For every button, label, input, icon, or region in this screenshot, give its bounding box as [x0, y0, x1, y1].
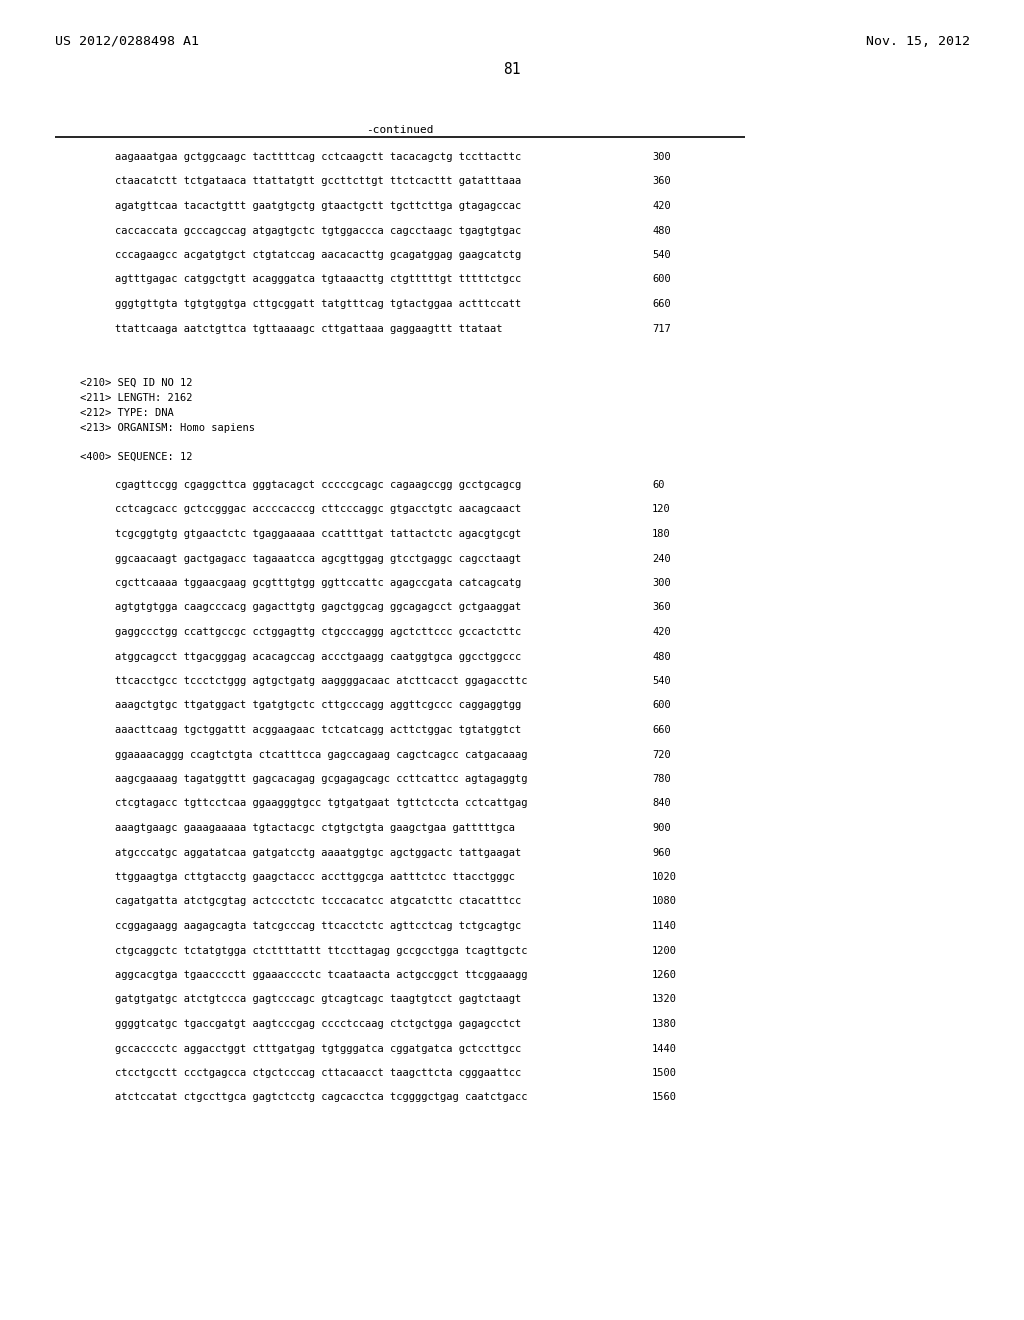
Text: aaagtgaagc gaaagaaaaa tgtactacgc ctgtgctgta gaagctgaa gatttttgca: aaagtgaagc gaaagaaaaa tgtactacgc ctgtgct… — [115, 822, 515, 833]
Text: 540: 540 — [652, 249, 671, 260]
Text: 600: 600 — [652, 275, 671, 285]
Text: ggaaaacaggg ccagtctgta ctcatttcca gagccagaag cagctcagcc catgacaaag: ggaaaacaggg ccagtctgta ctcatttcca gagcca… — [115, 750, 527, 759]
Text: cccagaagcc acgatgtgct ctgtatccag aacacacttg gcagatggag gaagcatctg: cccagaagcc acgatgtgct ctgtatccag aacacac… — [115, 249, 521, 260]
Text: US 2012/0288498 A1: US 2012/0288498 A1 — [55, 36, 199, 48]
Text: agtttgagac catggctgtt acagggatca tgtaaacttg ctgtttttgt tttttctgcc: agtttgagac catggctgtt acagggatca tgtaaac… — [115, 275, 521, 285]
Text: 240: 240 — [652, 553, 671, 564]
Text: ctcctgcctt ccctgagcca ctgctcccag cttacaacct taagcttcta cgggaattcc: ctcctgcctt ccctgagcca ctgctcccag cttacaa… — [115, 1068, 521, 1078]
Text: aaagctgtgc ttgatggact tgatgtgctc cttgcccagg aggttcgccc caggaggtgg: aaagctgtgc ttgatggact tgatgtgctc cttgccc… — [115, 701, 521, 710]
Text: 720: 720 — [652, 750, 671, 759]
Text: 660: 660 — [652, 725, 671, 735]
Text: cgagttccgg cgaggcttca gggtacagct cccccgcagc cagaagccgg gcctgcagcg: cgagttccgg cgaggcttca gggtacagct cccccgc… — [115, 480, 521, 490]
Text: ttggaagtga cttgtacctg gaagctaccc accttggcga aatttctcc ttacctgggc: ttggaagtga cttgtacctg gaagctaccc accttgg… — [115, 873, 515, 882]
Text: gaggccctgg ccattgccgc cctggagttg ctgcccaggg agctcttccc gccactcttc: gaggccctgg ccattgccgc cctggagttg ctgccca… — [115, 627, 521, 638]
Text: <211> LENGTH: 2162: <211> LENGTH: 2162 — [80, 393, 193, 403]
Text: 600: 600 — [652, 701, 671, 710]
Text: 420: 420 — [652, 627, 671, 638]
Text: atggcagcct ttgacgggag acacagccag accctgaagg caatggtgca ggcctggccc: atggcagcct ttgacgggag acacagccag accctga… — [115, 652, 521, 661]
Text: ctgcaggctc tctatgtgga ctcttttattt ttccttagag gccgcctgga tcagttgctc: ctgcaggctc tctatgtgga ctcttttattt ttcctt… — [115, 945, 527, 956]
Text: 360: 360 — [652, 602, 671, 612]
Text: 960: 960 — [652, 847, 671, 858]
Text: tcgcggtgtg gtgaactctc tgaggaaaaa ccattttgat tattactctc agacgtgcgt: tcgcggtgtg gtgaactctc tgaggaaaaa ccatttt… — [115, 529, 521, 539]
Text: 540: 540 — [652, 676, 671, 686]
Text: 840: 840 — [652, 799, 671, 808]
Text: Nov. 15, 2012: Nov. 15, 2012 — [866, 36, 970, 48]
Text: 1440: 1440 — [652, 1044, 677, 1053]
Text: 1500: 1500 — [652, 1068, 677, 1078]
Text: ggggtcatgc tgaccgatgt aagtcccgag cccctccaag ctctgctgga gagagcctct: ggggtcatgc tgaccgatgt aagtcccgag cccctcc… — [115, 1019, 521, 1030]
Text: 180: 180 — [652, 529, 671, 539]
Text: <213> ORGANISM: Homo sapiens: <213> ORGANISM: Homo sapiens — [80, 422, 255, 433]
Text: 1200: 1200 — [652, 945, 677, 956]
Text: 780: 780 — [652, 774, 671, 784]
Text: 420: 420 — [652, 201, 671, 211]
Text: ctcgtagacc tgttcctcaa ggaagggtgcc tgtgatgaat tgttctccta cctcattgag: ctcgtagacc tgttcctcaa ggaagggtgcc tgtgat… — [115, 799, 527, 808]
Text: agtgtgtgga caagcccacg gagacttgtg gagctggcag ggcagagcct gctgaaggat: agtgtgtgga caagcccacg gagacttgtg gagctgg… — [115, 602, 521, 612]
Text: ccggagaagg aagagcagta tatcgcccag ttcacctctc agttcctcag tctgcagtgc: ccggagaagg aagagcagta tatcgcccag ttcacct… — [115, 921, 521, 931]
Text: aaacttcaag tgctggattt acggaagaac tctcatcagg acttctggac tgtatggtct: aaacttcaag tgctggattt acggaagaac tctcatc… — [115, 725, 521, 735]
Text: 1560: 1560 — [652, 1093, 677, 1102]
Text: 1140: 1140 — [652, 921, 677, 931]
Text: 360: 360 — [652, 177, 671, 186]
Text: agatgttcaa tacactgttt gaatgtgctg gtaactgctt tgcttcttga gtagagccac: agatgttcaa tacactgttt gaatgtgctg gtaactg… — [115, 201, 521, 211]
Text: 300: 300 — [652, 578, 671, 587]
Text: atgcccatgc aggatatcaa gatgatcctg aaaatggtgc agctggactc tattgaagat: atgcccatgc aggatatcaa gatgatcctg aaaatgg… — [115, 847, 521, 858]
Text: <212> TYPE: DNA: <212> TYPE: DNA — [80, 408, 174, 418]
Text: caccaccata gcccagccag atgagtgctc tgtggaccca cagcctaagc tgagtgtgac: caccaccata gcccagccag atgagtgctc tgtggac… — [115, 226, 521, 235]
Text: ggcaacaagt gactgagacc tagaaatcca agcgttggag gtcctgaggc cagcctaagt: ggcaacaagt gactgagacc tagaaatcca agcgttg… — [115, 553, 521, 564]
Text: ttattcaaga aatctgttca tgttaaaagc cttgattaaa gaggaagttt ttataat: ttattcaaga aatctgttca tgttaaaagc cttgatt… — [115, 323, 503, 334]
Text: 900: 900 — [652, 822, 671, 833]
Text: 300: 300 — [652, 152, 671, 162]
Text: 60: 60 — [652, 480, 665, 490]
Text: atctccatat ctgccttgca gagtctcctg cagcacctca tcggggctgag caatctgacc: atctccatat ctgccttgca gagtctcctg cagcacc… — [115, 1093, 527, 1102]
Text: gggtgttgta tgtgtggtga cttgcggatt tatgtttcag tgtactggaa actttccatt: gggtgttgta tgtgtggtga cttgcggatt tatgttt… — [115, 300, 521, 309]
Text: ctaacatctt tctgataaca ttattatgtt gccttcttgt ttctcacttt gatatttaaa: ctaacatctt tctgataaca ttattatgtt gccttct… — [115, 177, 521, 186]
Text: aagcgaaaag tagatggttt gagcacagag gcgagagcagc ccttcattcc agtagaggtg: aagcgaaaag tagatggttt gagcacagag gcgagag… — [115, 774, 527, 784]
Text: 660: 660 — [652, 300, 671, 309]
Text: 717: 717 — [652, 323, 671, 334]
Text: 1380: 1380 — [652, 1019, 677, 1030]
Text: aagaaatgaa gctggcaagc tacttttcag cctcaagctt tacacagctg tccttacttc: aagaaatgaa gctggcaagc tacttttcag cctcaag… — [115, 152, 521, 162]
Text: cgcttcaaaa tggaacgaag gcgtttgtgg ggttccattc agagccgata catcagcatg: cgcttcaaaa tggaacgaag gcgtttgtgg ggttcca… — [115, 578, 521, 587]
Text: cagatgatta atctgcgtag actccctctc tcccacatcc atgcatcttc ctacatttcc: cagatgatta atctgcgtag actccctctc tcccaca… — [115, 896, 521, 907]
Text: 1260: 1260 — [652, 970, 677, 979]
Text: 480: 480 — [652, 226, 671, 235]
Text: 120: 120 — [652, 504, 671, 515]
Text: cctcagcacc gctccgggac accccacccg cttcccaggc gtgacctgtc aacagcaact: cctcagcacc gctccgggac accccacccg cttccca… — [115, 504, 521, 515]
Text: ttcacctgcc tccctctggg agtgctgatg aaggggacaac atcttcacct ggagaccttc: ttcacctgcc tccctctggg agtgctgatg aagggga… — [115, 676, 527, 686]
Text: gccacccctc aggacctggt ctttgatgag tgtgggatca cggatgatca gctccttgcc: gccacccctc aggacctggt ctttgatgag tgtggga… — [115, 1044, 521, 1053]
Text: <400> SEQUENCE: 12: <400> SEQUENCE: 12 — [80, 451, 193, 462]
Text: 1080: 1080 — [652, 896, 677, 907]
Text: gatgtgatgc atctgtccca gagtcccagc gtcagtcagc taagtgtcct gagtctaagt: gatgtgatgc atctgtccca gagtcccagc gtcagtc… — [115, 994, 521, 1005]
Text: 1020: 1020 — [652, 873, 677, 882]
Text: 81: 81 — [503, 62, 521, 77]
Text: <210> SEQ ID NO 12: <210> SEQ ID NO 12 — [80, 378, 193, 388]
Text: aggcacgtga tgaacccctt ggaaacccctc tcaataacta actgccggct ttcggaaagg: aggcacgtga tgaacccctt ggaaacccctc tcaata… — [115, 970, 527, 979]
Text: 480: 480 — [652, 652, 671, 661]
Text: 1320: 1320 — [652, 994, 677, 1005]
Text: -continued: -continued — [367, 125, 434, 135]
